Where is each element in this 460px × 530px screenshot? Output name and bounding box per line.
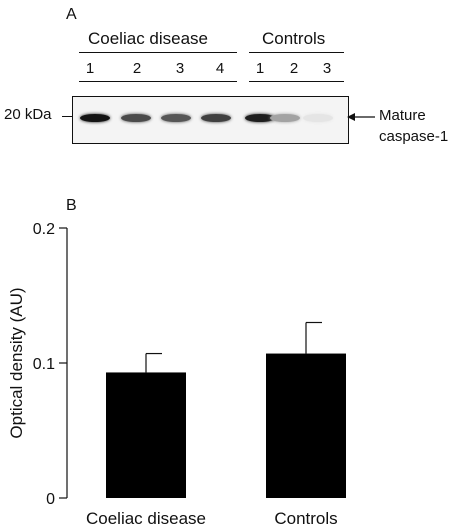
lane-label-coeliac-3: 3 (175, 60, 185, 77)
x-tick-label: Controls (274, 509, 337, 528)
x-tick-label: Coeliac disease (86, 509, 206, 528)
group-label-coeliac: Coeliac disease (88, 29, 209, 48)
bar (106, 372, 186, 498)
panel-a-letter: A (66, 6, 77, 23)
group-label-controls: Controls (262, 29, 326, 48)
bar (266, 353, 346, 498)
blot-band (80, 114, 110, 122)
y-tick-label: 0.1 (33, 356, 55, 373)
blot-band (161, 114, 191, 122)
bar-chart: 0 0.1 0.2 Coeliac disease Controls Optical … (7, 221, 346, 528)
panel-b-letter: B (66, 197, 77, 214)
y-tick-label: 0 (46, 491, 55, 508)
blot-band (303, 114, 333, 122)
y-axis-title: Optical density (AU) (7, 287, 26, 438)
group-underline-controls (249, 52, 344, 53)
lane-label-coeliac-2: 2 (132, 60, 142, 77)
lane-label-coeliac-1: 1 (85, 60, 95, 77)
blot-band (121, 114, 151, 122)
band-arrow-icon (347, 113, 375, 121)
lane-label-control-3: 3 (322, 60, 332, 77)
lane-label-control-1: 1 (255, 60, 265, 77)
annotation-caspase-1: caspase-1 (379, 128, 449, 145)
western-blot-image (72, 96, 349, 144)
marker-tick (62, 116, 72, 117)
lane-label-coeliac-4: 4 (215, 60, 225, 77)
molecular-weight-marker: 20 kDa (4, 106, 52, 123)
lane-underline-controls (249, 81, 344, 82)
blot-band (201, 114, 231, 122)
annotation-mature: Mature (379, 107, 426, 124)
lane-underline-coeliac (79, 81, 237, 82)
lane-label-control-2: 2 (289, 60, 299, 77)
blot-band (270, 114, 300, 122)
y-tick-label: 0.2 (33, 221, 55, 238)
group-underline-coeliac (79, 52, 237, 53)
blot-band (245, 114, 275, 122)
